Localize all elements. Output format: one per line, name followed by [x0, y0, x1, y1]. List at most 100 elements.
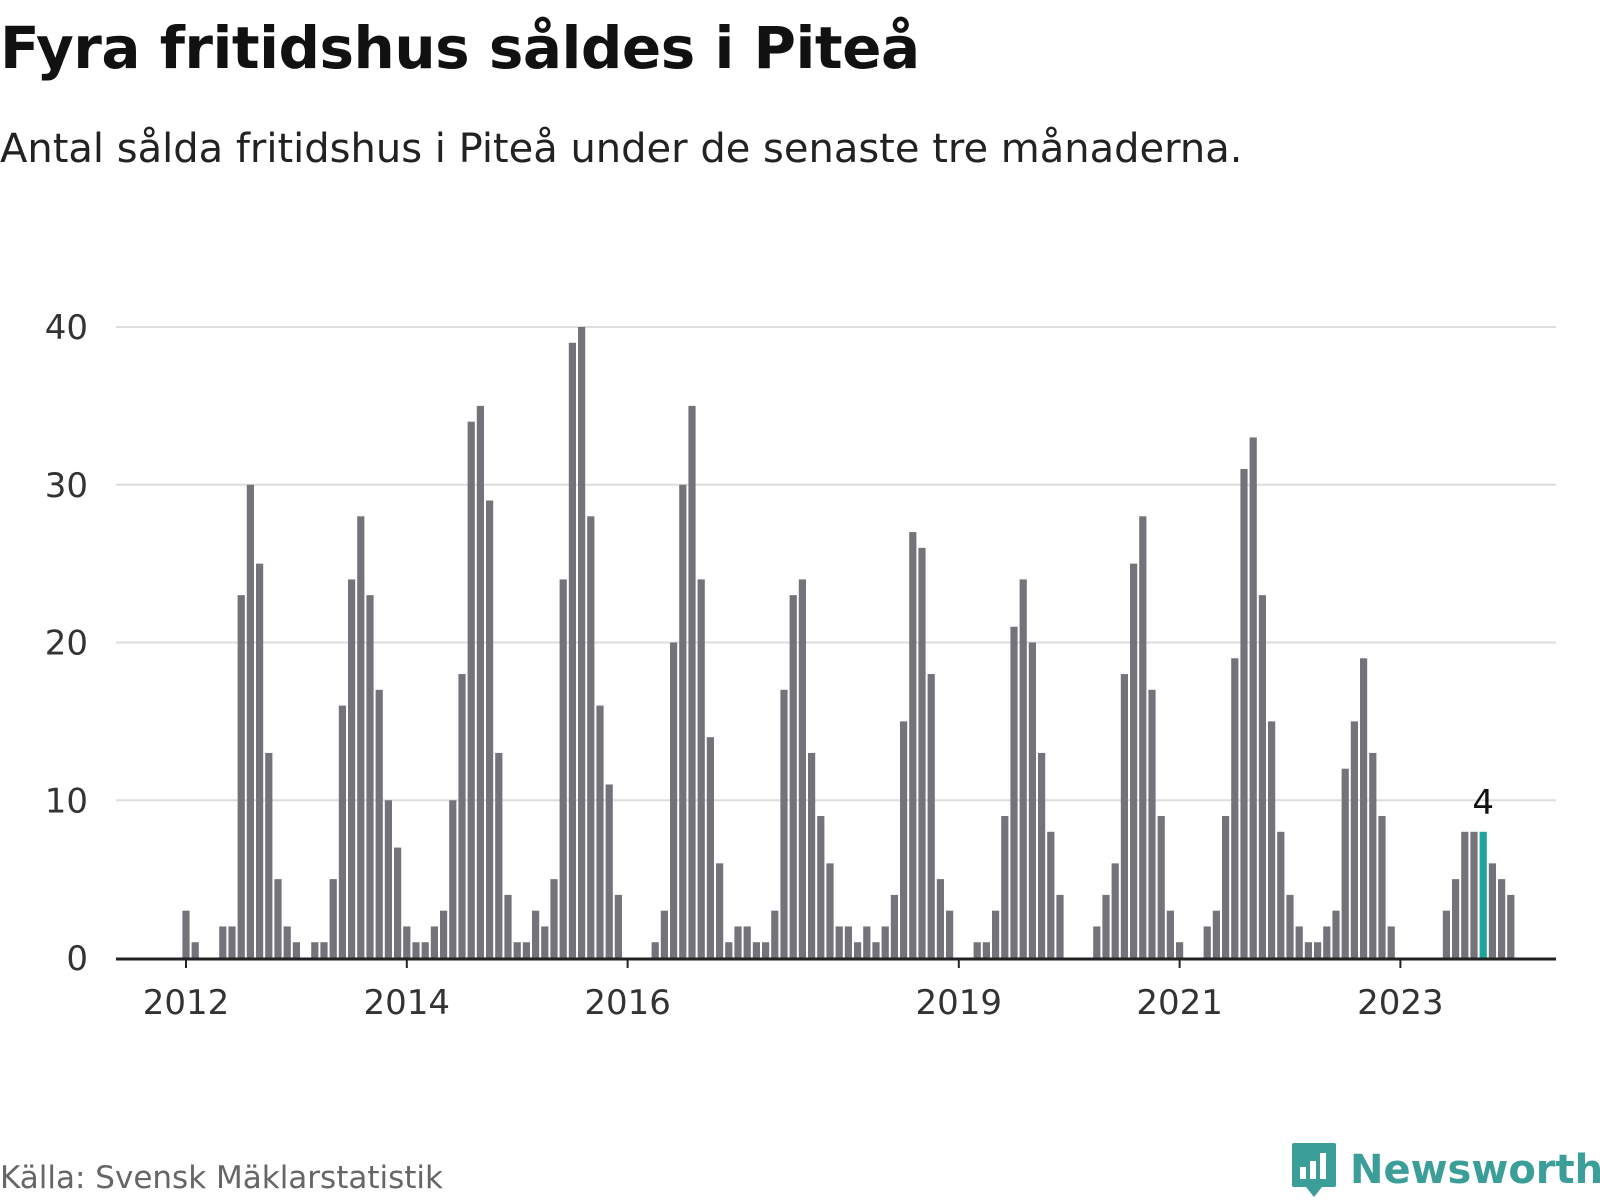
bar [670, 642, 678, 958]
bar [559, 579, 567, 958]
x-tick-label: 2016 [584, 983, 671, 1023]
bar [1295, 926, 1303, 958]
bar [1461, 831, 1469, 958]
bar [587, 516, 595, 958]
bar [449, 800, 457, 958]
bar [688, 405, 696, 959]
bar [338, 705, 346, 958]
bar [522, 942, 530, 958]
bar [1240, 468, 1248, 958]
bar [1332, 910, 1340, 958]
bar [1341, 768, 1349, 958]
bar [237, 595, 245, 958]
brand-logo: Newsworthy [1290, 1140, 1600, 1200]
bar [274, 879, 282, 959]
x-axis-tick-labels: 2012 2014 2016 2019 2021 2023 [143, 983, 1444, 1023]
bar [743, 926, 751, 958]
bar [578, 327, 586, 958]
bar [1130, 563, 1138, 959]
bar [973, 942, 981, 958]
bar [992, 910, 1000, 958]
bar [808, 752, 816, 958]
bar [1387, 926, 1395, 958]
bar [752, 942, 760, 958]
bar [1360, 658, 1368, 958]
bar [1222, 816, 1230, 958]
bar [1452, 879, 1460, 959]
bar [697, 579, 705, 958]
bar [1286, 894, 1294, 958]
data-labels: 4 [1472, 783, 1494, 823]
bar-chart-speech-bubble-icon [1292, 1143, 1336, 1197]
bar [1304, 942, 1312, 958]
bar [1166, 910, 1174, 958]
bar [771, 910, 779, 958]
bar [550, 879, 558, 959]
bar [1258, 595, 1266, 958]
bar [357, 516, 365, 958]
bars [182, 327, 1515, 959]
bar [1507, 894, 1515, 958]
chart-subtitle: Antal sålda fritidshus i Piteå under de … [0, 126, 1243, 172]
y-tick-label: 20 [45, 624, 88, 664]
bar [504, 894, 512, 958]
bar [219, 926, 227, 958]
bar [706, 737, 714, 958]
brand-name: Newsworthy [1350, 1147, 1600, 1193]
bar [467, 421, 475, 958]
bar [1093, 926, 1101, 958]
bar [982, 942, 990, 958]
bar [946, 910, 954, 958]
bar [798, 579, 806, 958]
bar [1157, 816, 1165, 958]
bar [384, 800, 392, 958]
bar [844, 926, 852, 958]
bar [182, 910, 190, 958]
bar [375, 689, 383, 958]
source-note: Källa: Svensk Mäklarstatistik [0, 1160, 443, 1196]
x-tick-label: 2021 [1136, 983, 1223, 1023]
bar [872, 942, 880, 958]
bar [1442, 910, 1450, 958]
bar [890, 894, 898, 958]
bar [660, 910, 668, 958]
bar [1470, 831, 1478, 958]
bar [1038, 752, 1046, 958]
bar [1111, 863, 1119, 958]
bar [725, 942, 733, 958]
bar [605, 784, 613, 958]
bar [1056, 894, 1064, 958]
bar [909, 532, 917, 958]
bar [458, 674, 466, 958]
x-tick-label: 2023 [1357, 983, 1444, 1023]
bar [320, 942, 328, 958]
bar [1148, 689, 1156, 958]
bar [265, 752, 273, 958]
bar [1047, 831, 1055, 958]
bar [1488, 863, 1496, 958]
bar [283, 926, 291, 958]
y-tick-label: 40 [45, 308, 88, 348]
y-tick-label: 10 [45, 781, 88, 821]
bar [421, 942, 429, 958]
bar [1498, 879, 1506, 959]
bar [918, 547, 926, 958]
bar [495, 752, 503, 958]
bar [826, 863, 834, 958]
bar [927, 674, 935, 958]
chart-title: Fyra fritidshus såldes i Piteå [0, 14, 920, 82]
bar [863, 926, 871, 958]
bar [614, 894, 622, 958]
y-tick-label: 0 [66, 939, 88, 979]
bar [1176, 942, 1184, 958]
bar [1028, 642, 1036, 958]
bar [412, 942, 420, 958]
bar-chart: 0 10 20 30 40 2012 2014 2016 2019 2021 2023 4 [45, 308, 1556, 1023]
bar [1001, 816, 1009, 958]
bar [541, 926, 549, 958]
bar [780, 689, 788, 958]
bar [191, 942, 199, 958]
bar [311, 942, 319, 958]
bar [835, 926, 843, 958]
bar [228, 926, 236, 958]
